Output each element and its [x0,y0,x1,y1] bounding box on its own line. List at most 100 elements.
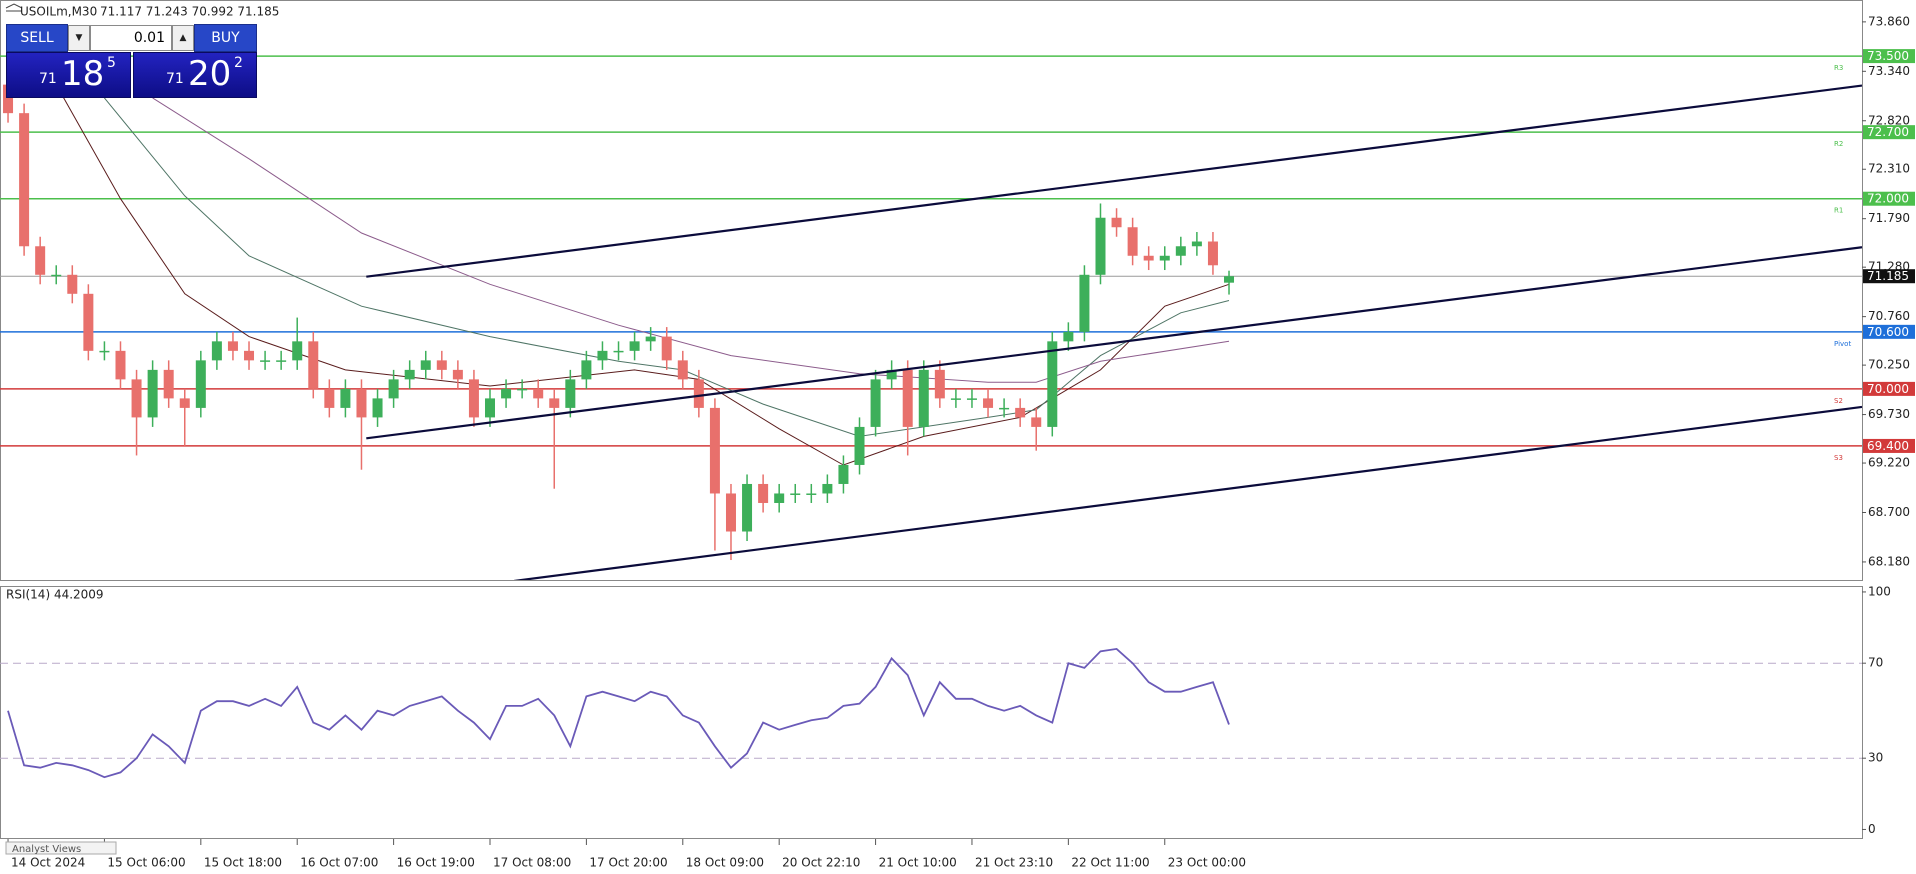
candle-body [1224,276,1235,283]
x-tick-label: 22 Oct 11:00 [1071,856,1149,870]
candle-body [1207,241,1218,266]
candle-body [854,426,865,465]
current-price-tag [1863,269,1915,284]
volume-up[interactable]: ▲ [172,25,194,51]
volume-down[interactable]: ▼ [68,25,90,51]
candle-body [147,369,158,418]
level-tag [1863,438,1915,453]
rsi-line [7,647,1230,779]
candle-body [404,369,415,380]
y-tick-label: 71.790 [1868,211,1910,225]
candle-body [292,341,303,361]
tab[interactable] [5,841,117,855]
buy-price[interactable]: 71 20 2 [133,52,257,98]
y-tick-label: 68.700 [1868,505,1910,519]
candle-body [485,398,495,418]
candle-body [549,398,560,408]
candle-body [661,336,672,361]
candle-body [870,379,881,427]
y-tick-label: 100 [1868,584,1891,598]
candle-body [452,369,463,380]
candle-body [1063,331,1074,342]
candle-body [790,493,801,495]
candle-body [51,274,62,277]
candle-body [822,483,833,494]
candle-body [758,483,769,503]
candle-body [517,388,528,391]
candle-body [950,398,961,400]
candle-body [1143,255,1154,261]
candle-body [693,379,704,408]
candle-body [67,274,78,294]
sell-price-sup: 5 [107,55,116,71]
x-tick-label: 15 Oct 18:00 [204,856,282,870]
candle-body [629,341,640,351]
level-tag-label: 72.000 [1867,192,1909,206]
candle-body [1015,407,1026,418]
candle-body [227,341,238,351]
rsi-panel [0,586,1863,839]
candle-body [918,369,929,427]
y-tick-label: 68.180 [1868,554,1910,568]
buy-price-prefix: 71 [166,71,184,87]
candle-body [388,379,399,399]
candle-body [420,360,431,370]
candle-body [533,388,544,399]
candle-body [1159,255,1170,261]
symbol: USOILm,M30 [20,5,97,19]
candle-body [934,369,945,399]
candle-body [163,369,174,399]
level-tag [1863,324,1915,339]
tab-label[interactable]: Analyst Views [12,844,81,855]
y-tick-label: 69.730 [1868,407,1910,421]
x-tick-label: 17 Oct 20:00 [589,856,667,870]
y-tick-label: 69.220 [1868,456,1910,470]
candle-body [115,350,126,380]
y-tick-label: 73.860 [1868,14,1910,28]
level-name: R3 [1834,64,1843,72]
candle-body [725,493,736,532]
buy-button[interactable]: BUY [194,24,257,52]
sell-price[interactable]: 71 18 5 [6,52,131,98]
level-tag-label: 69.400 [1867,439,1909,453]
candle-body [999,407,1010,410]
level-tag-label: 70.000 [1867,382,1909,396]
candle-body [19,113,30,247]
level-tag-label: 70.600 [1867,325,1909,339]
candle-body [613,350,624,353]
volume-input[interactable]: 0.01 [90,25,172,51]
candle-body [501,388,512,399]
x-tick-label: 21 Oct 10:00 [879,856,957,870]
y-tick-label: 72.310 [1868,162,1910,176]
buy-price-big: 20 [188,54,232,94]
candle-body [774,493,785,503]
candle-body [1111,217,1122,228]
y-tick-label: 73.340 [1868,64,1910,78]
candle-body [356,388,367,418]
y-tick-label: 70.760 [1868,309,1910,323]
candle-body [35,246,46,275]
moving-average [152,97,1230,383]
rsi-plot [0,647,1862,779]
candle-body [468,379,479,418]
chart-icon [5,3,23,12]
candle-body [83,293,94,351]
candle-body [244,350,255,361]
candle-body [195,360,206,408]
y-tick-label: 70.250 [1868,358,1910,372]
candle-body [677,360,688,380]
candle-body [436,360,447,370]
rsi-title: RSI(14) 44.2009 [6,588,104,602]
sell-price-prefix: 71 [39,71,57,87]
candle-body [709,407,720,494]
level-name: R1 [1834,207,1843,215]
candle-body [372,398,383,418]
candle-body [179,398,190,408]
sell-button[interactable]: SELL [6,24,68,52]
y-tick-label: 0 [1868,822,1876,836]
candle-body [1031,417,1042,427]
sell-price-big: 18 [61,54,105,94]
candle-body [902,369,913,427]
candle-body [324,388,335,408]
